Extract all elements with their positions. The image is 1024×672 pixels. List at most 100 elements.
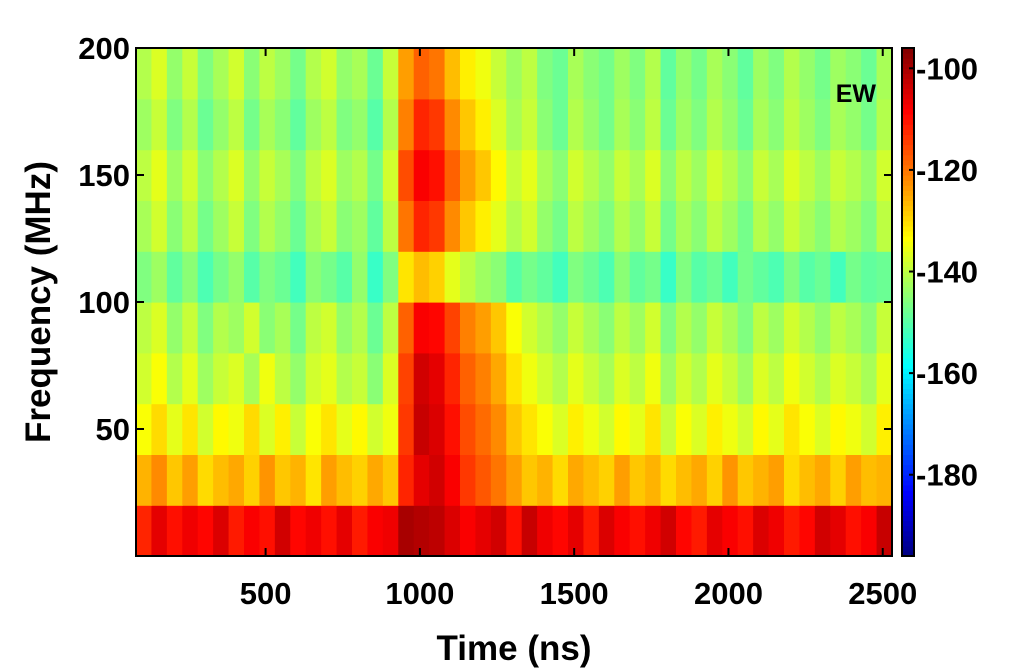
heatmap-cell — [830, 505, 847, 557]
heatmap-cell — [737, 403, 754, 455]
colorbar-strip — [902, 495, 914, 501]
colorbar-strip — [902, 88, 914, 95]
heatmap-cell — [845, 48, 862, 100]
heatmap-cell — [722, 505, 739, 557]
heatmap-cell — [151, 200, 168, 252]
heatmap-cell — [166, 48, 183, 100]
heatmap-cell — [274, 454, 291, 506]
heatmap-cell — [583, 505, 600, 557]
heatmap-cell — [768, 302, 785, 354]
heatmap-cell — [506, 302, 523, 354]
colorbar-strip — [902, 175, 914, 181]
heatmap-cell — [182, 48, 199, 100]
heatmap-cell — [136, 454, 153, 506]
colorbar-strip — [902, 164, 914, 171]
heatmap-cell — [676, 48, 693, 100]
colorbar-strip — [902, 332, 914, 339]
heatmap-cell — [706, 352, 723, 405]
heatmap-cell — [521, 149, 538, 201]
heatmap-cell — [305, 200, 322, 252]
heatmap-cell — [691, 454, 708, 506]
heatmap-cell — [460, 505, 477, 557]
heatmap-cell — [444, 454, 461, 506]
heatmap-cell — [305, 505, 322, 557]
heatmap-cell — [598, 98, 615, 151]
heatmap-cell — [537, 352, 554, 405]
heatmap-cell — [629, 505, 646, 557]
heatmap-cell — [398, 454, 415, 506]
heatmap-cell — [290, 352, 307, 405]
heatmap-cell — [228, 403, 245, 455]
x-axis-ticks: 500 1000 1500 2000 2500 — [240, 48, 917, 611]
colorbar-strip — [902, 220, 914, 227]
heatmap-cell — [259, 149, 276, 201]
heatmap-cell — [845, 251, 862, 303]
x-tick-label: 1000 — [385, 576, 454, 611]
heatmap-cell — [290, 505, 307, 557]
heatmap-cell — [490, 98, 507, 151]
heatmap-cell — [629, 403, 646, 455]
heatmap-cell — [583, 48, 600, 100]
heatmap-cell — [321, 302, 338, 354]
heatmap-cell — [259, 505, 276, 557]
heatmap-cell — [305, 403, 322, 455]
heatmap-cell — [814, 505, 831, 557]
colorbar-strip — [902, 449, 914, 455]
heatmap-cell — [676, 454, 693, 506]
heatmap-cell — [537, 200, 554, 252]
colorbar-strip — [902, 169, 914, 176]
heatmap-cell — [645, 48, 662, 100]
heatmap-cell — [197, 149, 214, 201]
heatmap-cell — [676, 352, 693, 405]
heatmap-cell — [382, 48, 399, 100]
heatmap-cell — [552, 251, 569, 303]
heatmap-cell — [506, 98, 523, 151]
heatmap-cell — [274, 98, 291, 151]
heatmap-cell — [722, 454, 739, 506]
heatmap-cell — [166, 454, 183, 506]
heatmap-cell — [398, 98, 415, 151]
heatmap-cell — [305, 352, 322, 405]
heatmap-cell — [814, 98, 831, 151]
heatmap-cell — [290, 149, 307, 201]
heatmap-cell — [691, 403, 708, 455]
heatmap-cell — [382, 98, 399, 151]
heatmap-cell — [737, 98, 754, 151]
heatmap-cell — [197, 302, 214, 354]
heatmap-cell — [521, 98, 538, 151]
heatmap-cell — [676, 403, 693, 455]
heatmap-cell — [475, 251, 492, 303]
heatmap-cell — [398, 403, 415, 455]
heatmap-cell — [460, 352, 477, 405]
heatmap-cell — [321, 251, 338, 303]
heatmap-cell — [490, 251, 507, 303]
heatmap-cell — [475, 48, 492, 100]
heatmap-cell — [197, 251, 214, 303]
heatmap-cell — [598, 149, 615, 201]
heatmap-cell — [413, 403, 430, 455]
colorbar-strip — [902, 230, 914, 237]
heatmap-cell — [490, 149, 507, 201]
heatmap-cell — [336, 352, 353, 405]
heatmap-cell — [259, 352, 276, 405]
colorbar-strip — [902, 144, 914, 151]
colorbar-strip — [902, 210, 914, 217]
heatmap-cell — [830, 302, 847, 354]
heatmap-cell — [583, 403, 600, 455]
heatmap-cell — [799, 454, 816, 506]
heatmap-cell — [182, 302, 199, 354]
heatmap-cell — [136, 403, 153, 455]
heatmap-cell — [830, 149, 847, 201]
heatmap-cell — [321, 200, 338, 252]
heatmap-cell — [861, 302, 878, 354]
heatmap-cell — [706, 251, 723, 303]
heatmap-cell — [521, 403, 538, 455]
heatmap-cell — [753, 403, 770, 455]
heatmap-cell — [737, 200, 754, 252]
heatmap-cell — [182, 251, 199, 303]
heatmap-cell — [660, 352, 677, 405]
heatmap-cell — [136, 505, 153, 557]
heatmap-cell — [753, 454, 770, 506]
heatmap-cell — [136, 352, 153, 405]
heatmap-cell — [197, 403, 214, 455]
